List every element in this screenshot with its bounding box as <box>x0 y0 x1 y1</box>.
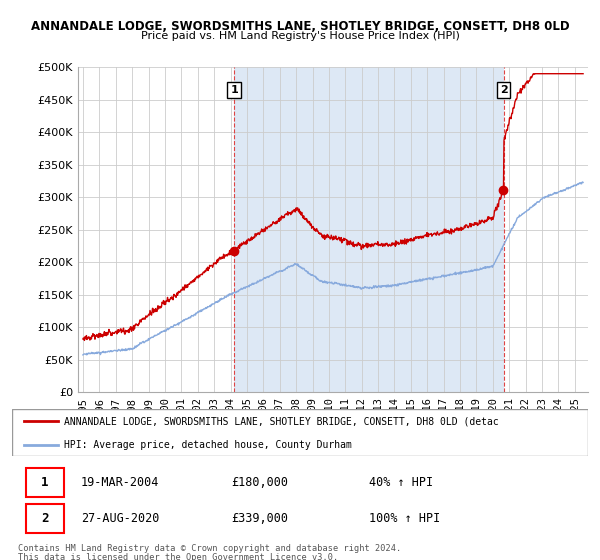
Text: Price paid vs. HM Land Registry's House Price Index (HPI): Price paid vs. HM Land Registry's House … <box>140 31 460 41</box>
Text: 19-MAR-2004: 19-MAR-2004 <box>81 476 160 489</box>
Text: This data is licensed under the Open Government Licence v3.0.: This data is licensed under the Open Gov… <box>18 553 338 560</box>
Text: 2: 2 <box>500 85 508 95</box>
Text: ANNANDALE LODGE, SWORDSMITHS LANE, SHOTLEY BRIDGE, CONSETT, DH8 0LD (detac: ANNANDALE LODGE, SWORDSMITHS LANE, SHOTL… <box>64 417 499 427</box>
Text: £180,000: £180,000 <box>231 476 288 489</box>
Text: 100% ↑ HPI: 100% ↑ HPI <box>369 512 440 525</box>
Text: 1: 1 <box>230 85 238 95</box>
Text: 1: 1 <box>41 476 49 489</box>
FancyBboxPatch shape <box>26 505 64 533</box>
Text: £339,000: £339,000 <box>231 512 288 525</box>
Text: HPI: Average price, detached house, County Durham: HPI: Average price, detached house, Coun… <box>64 441 352 450</box>
Text: 2: 2 <box>41 512 49 525</box>
Text: Contains HM Land Registry data © Crown copyright and database right 2024.: Contains HM Land Registry data © Crown c… <box>18 544 401 553</box>
FancyBboxPatch shape <box>26 468 64 497</box>
Bar <box>234 67 503 392</box>
Text: 40% ↑ HPI: 40% ↑ HPI <box>369 476 433 489</box>
Text: 27-AUG-2020: 27-AUG-2020 <box>81 512 160 525</box>
FancyBboxPatch shape <box>12 409 588 456</box>
Text: ANNANDALE LODGE, SWORDSMITHS LANE, SHOTLEY BRIDGE, CONSETT, DH8 0LD: ANNANDALE LODGE, SWORDSMITHS LANE, SHOTL… <box>31 20 569 32</box>
